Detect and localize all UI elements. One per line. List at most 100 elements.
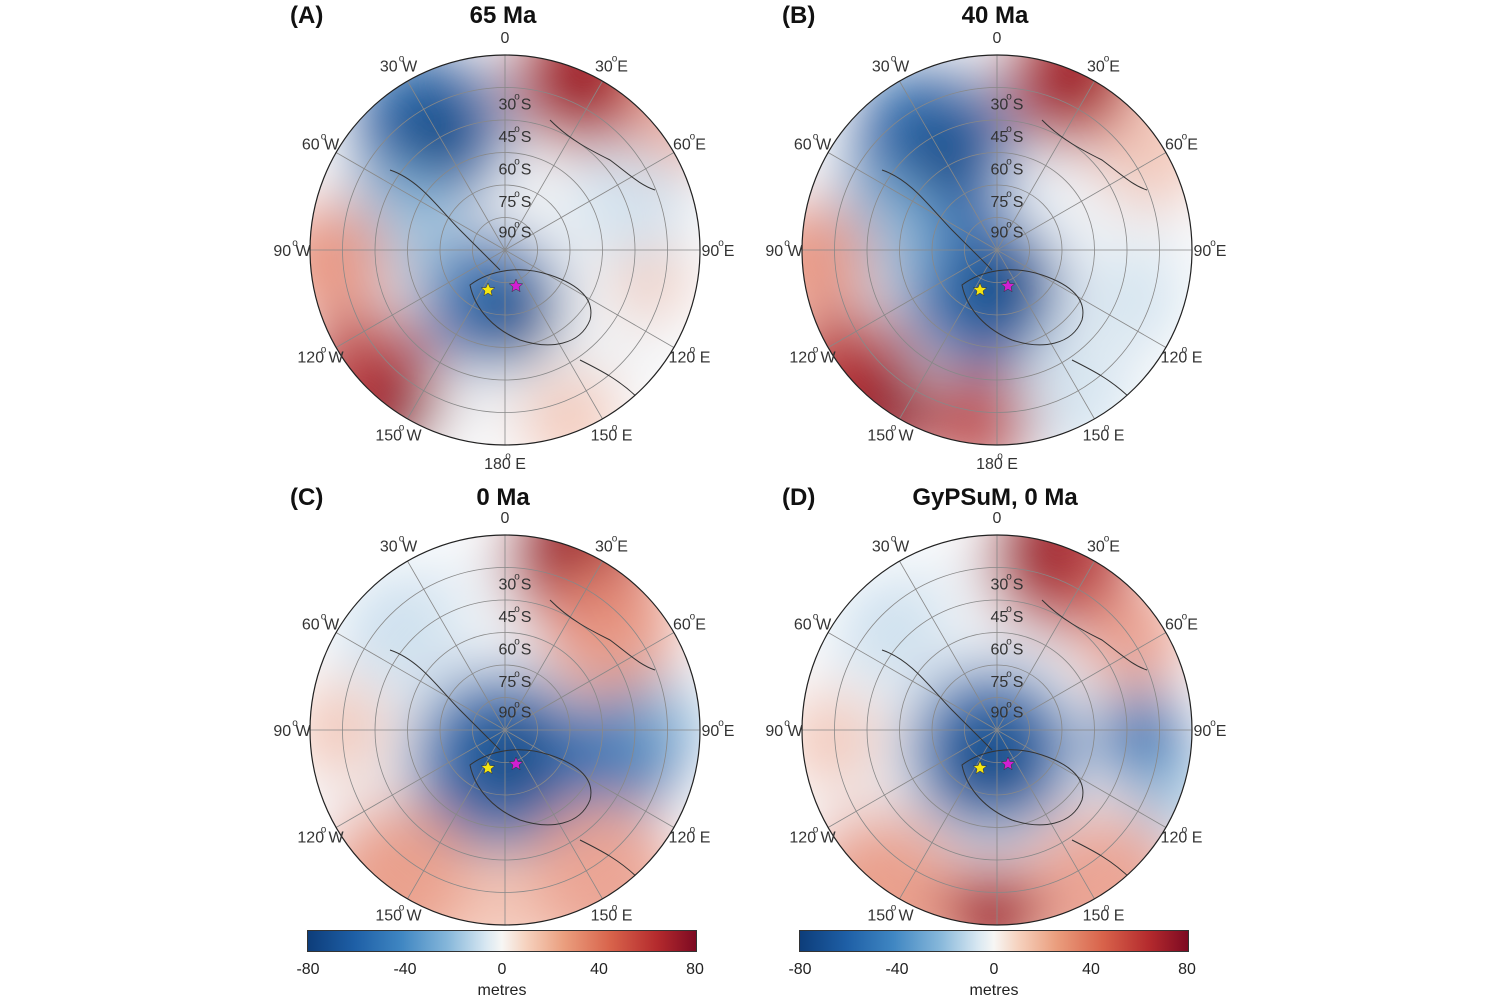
- meridian-line: [335, 729, 506, 828]
- longitude-label: 120 E: [1161, 830, 1203, 847]
- anomaly-blob: [802, 690, 882, 790]
- coastline: [389, 169, 501, 271]
- longitude-label: 150 W: [375, 427, 422, 444]
- meridian-line: [504, 249, 675, 348]
- degree-symbol: o: [813, 345, 819, 356]
- meridian-line: [827, 729, 998, 828]
- degree-symbol: o: [321, 345, 327, 356]
- degree-symbol: o: [612, 902, 618, 913]
- colorbar-gradient: [799, 930, 1189, 952]
- yellow-star-icon: [480, 760, 496, 775]
- graticule: [310, 535, 700, 925]
- map-boundary: [309, 534, 701, 926]
- colorbar-tick: 40: [1082, 961, 1100, 978]
- latitude-label: 45 S: [499, 609, 532, 626]
- coastline: [549, 599, 656, 671]
- degree-symbol: o: [292, 238, 298, 249]
- latitude-label: 45 S: [991, 129, 1024, 146]
- coastline: [1041, 119, 1148, 191]
- latitude-label: 90 S: [499, 225, 532, 242]
- longitude-label: 120 E: [1161, 350, 1203, 367]
- degree-symbol: o: [891, 534, 897, 545]
- degree-symbol: o: [514, 637, 520, 648]
- coastline: [469, 269, 592, 346]
- degree-symbol: o: [399, 422, 405, 433]
- longitude-label: 150 W: [867, 427, 914, 444]
- degree-symbol: o: [1006, 700, 1012, 711]
- latitude-label: 60 S: [991, 642, 1024, 659]
- longitude-label: 30 E: [595, 59, 628, 76]
- degree-symbol: o: [514, 220, 520, 231]
- panel-letter: (C): [290, 484, 324, 511]
- degree-symbol: o: [997, 451, 1003, 462]
- anomaly-blob: [1082, 250, 1182, 350]
- meridian-line: [827, 249, 998, 348]
- latitude-label: 30 S: [991, 97, 1024, 114]
- meridian-line: [335, 632, 506, 731]
- colorbar-tick: -40: [885, 961, 909, 978]
- degree-symbol: o: [1006, 124, 1012, 135]
- longitude-label: 150 E: [591, 907, 633, 924]
- degree-symbol: o: [891, 54, 897, 65]
- yellow-star-icon: [480, 282, 496, 297]
- degree-symbol: o: [514, 124, 520, 135]
- panel-title: 40 Ma: [961, 2, 1029, 29]
- panel-letter: (D): [782, 484, 816, 511]
- anomaly-blob: [837, 575, 947, 685]
- degree-symbol: o: [1006, 92, 1012, 103]
- meridian-line: [996, 729, 1167, 828]
- degree-symbol: o: [690, 132, 696, 143]
- degree-symbol: o: [399, 534, 405, 545]
- meridian-line: [407, 249, 506, 420]
- degree-symbol: o: [1006, 669, 1012, 680]
- longitude-label: 150 E: [1083, 427, 1125, 444]
- longitude-label: 60 W: [302, 137, 340, 154]
- panel-title: GyPSuM, 0 Ma: [912, 484, 1078, 511]
- anomaly-field: [802, 55, 1192, 445]
- coastline: [961, 269, 1084, 346]
- meridian-line: [899, 560, 998, 731]
- degree-symbol: o: [1104, 902, 1110, 913]
- anomaly-blob: [570, 140, 690, 260]
- meridian-line: [504, 632, 675, 731]
- degree-symbol: o: [292, 718, 298, 729]
- degree-symbol: o: [784, 718, 790, 729]
- longitude-label: 90 W: [273, 723, 311, 740]
- anomaly-blob: [1022, 810, 1182, 925]
- magenta-star-icon: [508, 278, 524, 293]
- anomaly-blob: [630, 680, 700, 760]
- anomaly-blob: [802, 200, 872, 320]
- longitude-label: 150 E: [591, 427, 633, 444]
- meridian-line: [996, 152, 1167, 251]
- degree-symbol: o: [718, 718, 724, 729]
- coastline: [389, 649, 501, 751]
- coastline: [881, 169, 993, 271]
- degree-symbol: o: [321, 825, 327, 836]
- degree-symbol: o: [1006, 637, 1012, 648]
- graticule: [802, 535, 1192, 925]
- longitude-label: 30 W: [872, 59, 910, 76]
- degree-symbol: o: [514, 669, 520, 680]
- meridian-line: [504, 80, 603, 251]
- meridian-line: [407, 729, 506, 900]
- latitude-label: 30 S: [499, 97, 532, 114]
- degree-symbol: o: [1104, 422, 1110, 433]
- degree-symbol: o: [1182, 612, 1188, 623]
- longitude-label: 120 E: [669, 830, 711, 847]
- colorbar-unit: metres: [969, 982, 1019, 999]
- degree-symbol: o: [813, 132, 819, 143]
- magenta-star-icon: [1000, 278, 1016, 293]
- map-boundary: [801, 534, 1193, 926]
- colorbar-tick: -80: [296, 961, 320, 978]
- anomaly-blob: [952, 720, 1032, 800]
- degree-symbol: o: [612, 534, 618, 545]
- longitude-label: 60 E: [1165, 617, 1198, 634]
- latitude-label: 75 S: [499, 194, 532, 211]
- graticule: [310, 55, 700, 445]
- latitude-label: 60 S: [991, 162, 1024, 179]
- degree-symbol: o: [690, 345, 696, 356]
